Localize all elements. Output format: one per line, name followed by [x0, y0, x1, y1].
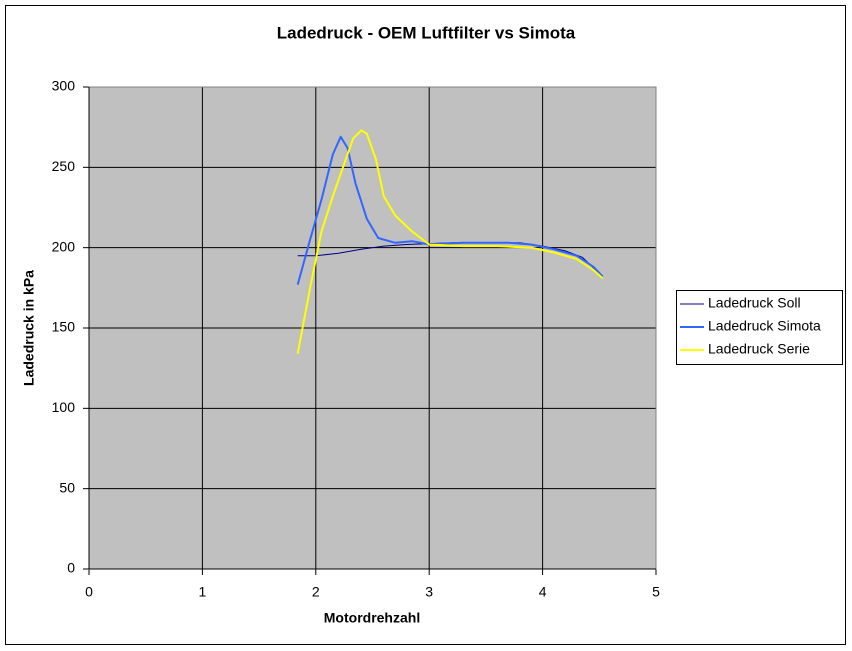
y-tick-label: 100 — [52, 399, 76, 415]
x-tick-label: 5 — [652, 584, 660, 600]
series-line — [296, 129, 604, 354]
series-line — [296, 135, 604, 285]
x-tick-label: 0 — [85, 584, 93, 600]
chart-title: Ladedruck - OEM Luftfilter vs Simota — [277, 23, 576, 42]
y-tick-label: 250 — [52, 158, 76, 174]
x-tick-label: 4 — [539, 584, 547, 600]
legend — [676, 290, 843, 365]
x-tick-label: 3 — [425, 584, 433, 600]
y-tick-label: 0 — [67, 560, 75, 576]
x-tick-label: 1 — [199, 584, 207, 600]
y-tick-label: 300 — [52, 78, 76, 94]
y-tick-label: 200 — [52, 238, 76, 254]
y-tick-label: 150 — [52, 319, 76, 335]
y-tick-label: 50 — [59, 479, 75, 495]
legend-label: Ladedruck Simota — [708, 318, 821, 334]
legend-label: Ladedruck Soll — [708, 295, 801, 311]
x-axis-label: Motordrehzahl — [324, 610, 420, 626]
y-axis-label: Ladedruck in kPa — [21, 270, 37, 386]
legend-label: Ladedruck Serie — [708, 341, 810, 357]
x-tick-label: 2 — [312, 584, 320, 600]
